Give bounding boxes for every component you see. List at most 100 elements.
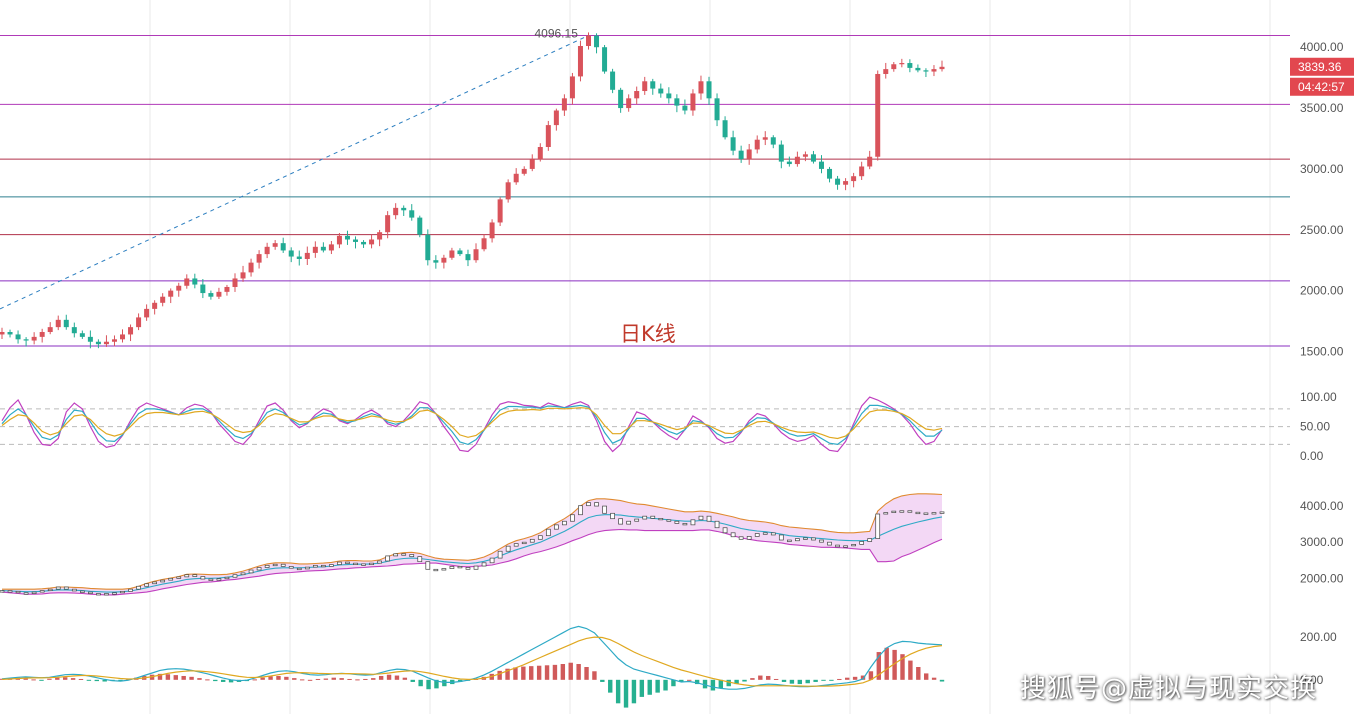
candle-body [55, 319, 61, 328]
main-y-tick-label: 2000.00 [1300, 284, 1344, 298]
bollinger-price-bar [296, 567, 302, 571]
macd-histogram-bar [781, 679, 787, 682]
candle-body [481, 238, 487, 250]
macd-histogram-bar [307, 679, 313, 681]
candle-body [200, 284, 206, 294]
candle-body [385, 215, 391, 233]
candle-body [843, 181, 849, 185]
macd-histogram-bar [457, 679, 463, 682]
macd-histogram-bar [386, 674, 392, 680]
macd-histogram-bar [876, 652, 882, 680]
candle-body [23, 339, 29, 341]
macd-histogram-bar [821, 679, 826, 681]
stochastic-panel [0, 396, 1290, 453]
candle-body [377, 232, 383, 240]
macd-histogram-bar [647, 679, 652, 695]
bollinger-price-bar [321, 564, 326, 568]
candle-body [658, 88, 664, 94]
macd-histogram-bar [939, 679, 945, 682]
macd-histogram-bar [536, 665, 542, 680]
bollinger-price-bar [160, 579, 166, 583]
bollinger-price-bar [762, 532, 768, 535]
macd-histogram-bar [23, 678, 28, 680]
bollinger-price-bar [345, 561, 350, 564]
bollinger-price-bar [312, 564, 318, 568]
bollinger-price-bar [120, 590, 125, 594]
candle-body [690, 93, 696, 111]
macd-histogram-bar [797, 679, 803, 685]
candle-body [835, 178, 841, 185]
macd-histogram-bar [299, 679, 305, 681]
macd-histogram-bar [149, 674, 155, 680]
macd-histogram-bar [584, 667, 589, 680]
macd-histogram-bar [845, 677, 850, 680]
main-y-tick-label: 4000.00 [1300, 40, 1344, 54]
bollinger-price-bar [39, 590, 45, 593]
countdown-value: 04:42:57 [1298, 80, 1345, 94]
candle-body [393, 207, 399, 216]
candle-body [786, 161, 792, 165]
macd-histogram-bar [568, 662, 573, 680]
candle-body [569, 76, 575, 99]
candle-body [71, 327, 77, 334]
trend-line [0, 35, 589, 310]
candle-body [545, 125, 551, 148]
candlestick-panel: 4096.15 [0, 27, 1290, 349]
bollinger-price-bar [666, 519, 672, 522]
macd-histogram-bar [62, 677, 68, 680]
candle-body [184, 278, 190, 286]
candle-body [31, 336, 37, 341]
macd-histogram-bar [86, 679, 92, 681]
macd-histogram-bar [394, 675, 400, 680]
bollinger-band-fill [2, 493, 942, 595]
bollinger-price-bar [184, 574, 190, 578]
macd-histogram-bar [758, 675, 763, 680]
macd-histogram-bar [205, 679, 210, 681]
macd-histogram-bar [710, 679, 716, 691]
candle-body [802, 154, 808, 157]
candle-body [441, 257, 447, 263]
macd-histogram-bar [718, 679, 724, 689]
candle-body [216, 291, 222, 297]
candle-body [95, 341, 101, 345]
macd-histogram-bar [734, 679, 739, 685]
macd-histogram-bar [908, 660, 913, 680]
bollinger-price-bar [578, 505, 583, 516]
macd-histogram-bar [118, 679, 123, 681]
macd-histogram-bar [773, 678, 779, 680]
macd-histogram-bar [521, 666, 526, 680]
bollinger-price-bar [594, 502, 599, 507]
bollinger-price-bar [216, 578, 222, 581]
bollinger-price-bar [939, 511, 945, 514]
macd-histogram-bar [789, 679, 795, 684]
macd-histogram-bar [220, 679, 226, 682]
macd-histogram-bar [157, 673, 163, 680]
bollinger-price-bar [128, 588, 133, 592]
macd-histogram-bar [813, 679, 818, 682]
macd-histogram-bar [355, 679, 360, 681]
bollinger-price-bar [79, 590, 85, 593]
bollinger-price-bar [88, 591, 93, 594]
candle-body [851, 176, 857, 182]
bollinger-price-bar [907, 510, 913, 513]
bollinger-price-bar [385, 555, 390, 562]
candle-body [312, 246, 318, 253]
macd-histogram-bar [228, 679, 234, 683]
macd-histogram-bar [315, 678, 321, 680]
bollinger-price-bar [489, 557, 495, 564]
macd-histogram-bar [655, 679, 660, 693]
macd-histogram-bar [860, 675, 866, 680]
bollinger-price-bar [746, 536, 752, 540]
candle-body [610, 71, 616, 90]
macd-histogram-bar [884, 647, 889, 680]
macd-histogram-bar [615, 679, 621, 704]
bollinger-price-bar [409, 554, 415, 557]
stochastic-series-line [1, 407, 943, 440]
macd-histogram-bar [181, 675, 186, 680]
bollinger-price-bar [264, 564, 270, 568]
macd-histogram-bar [702, 679, 708, 689]
bollinger-price-bar [698, 515, 704, 521]
macd-histogram-bar [276, 675, 281, 680]
macd-histogram-bar [442, 679, 447, 687]
